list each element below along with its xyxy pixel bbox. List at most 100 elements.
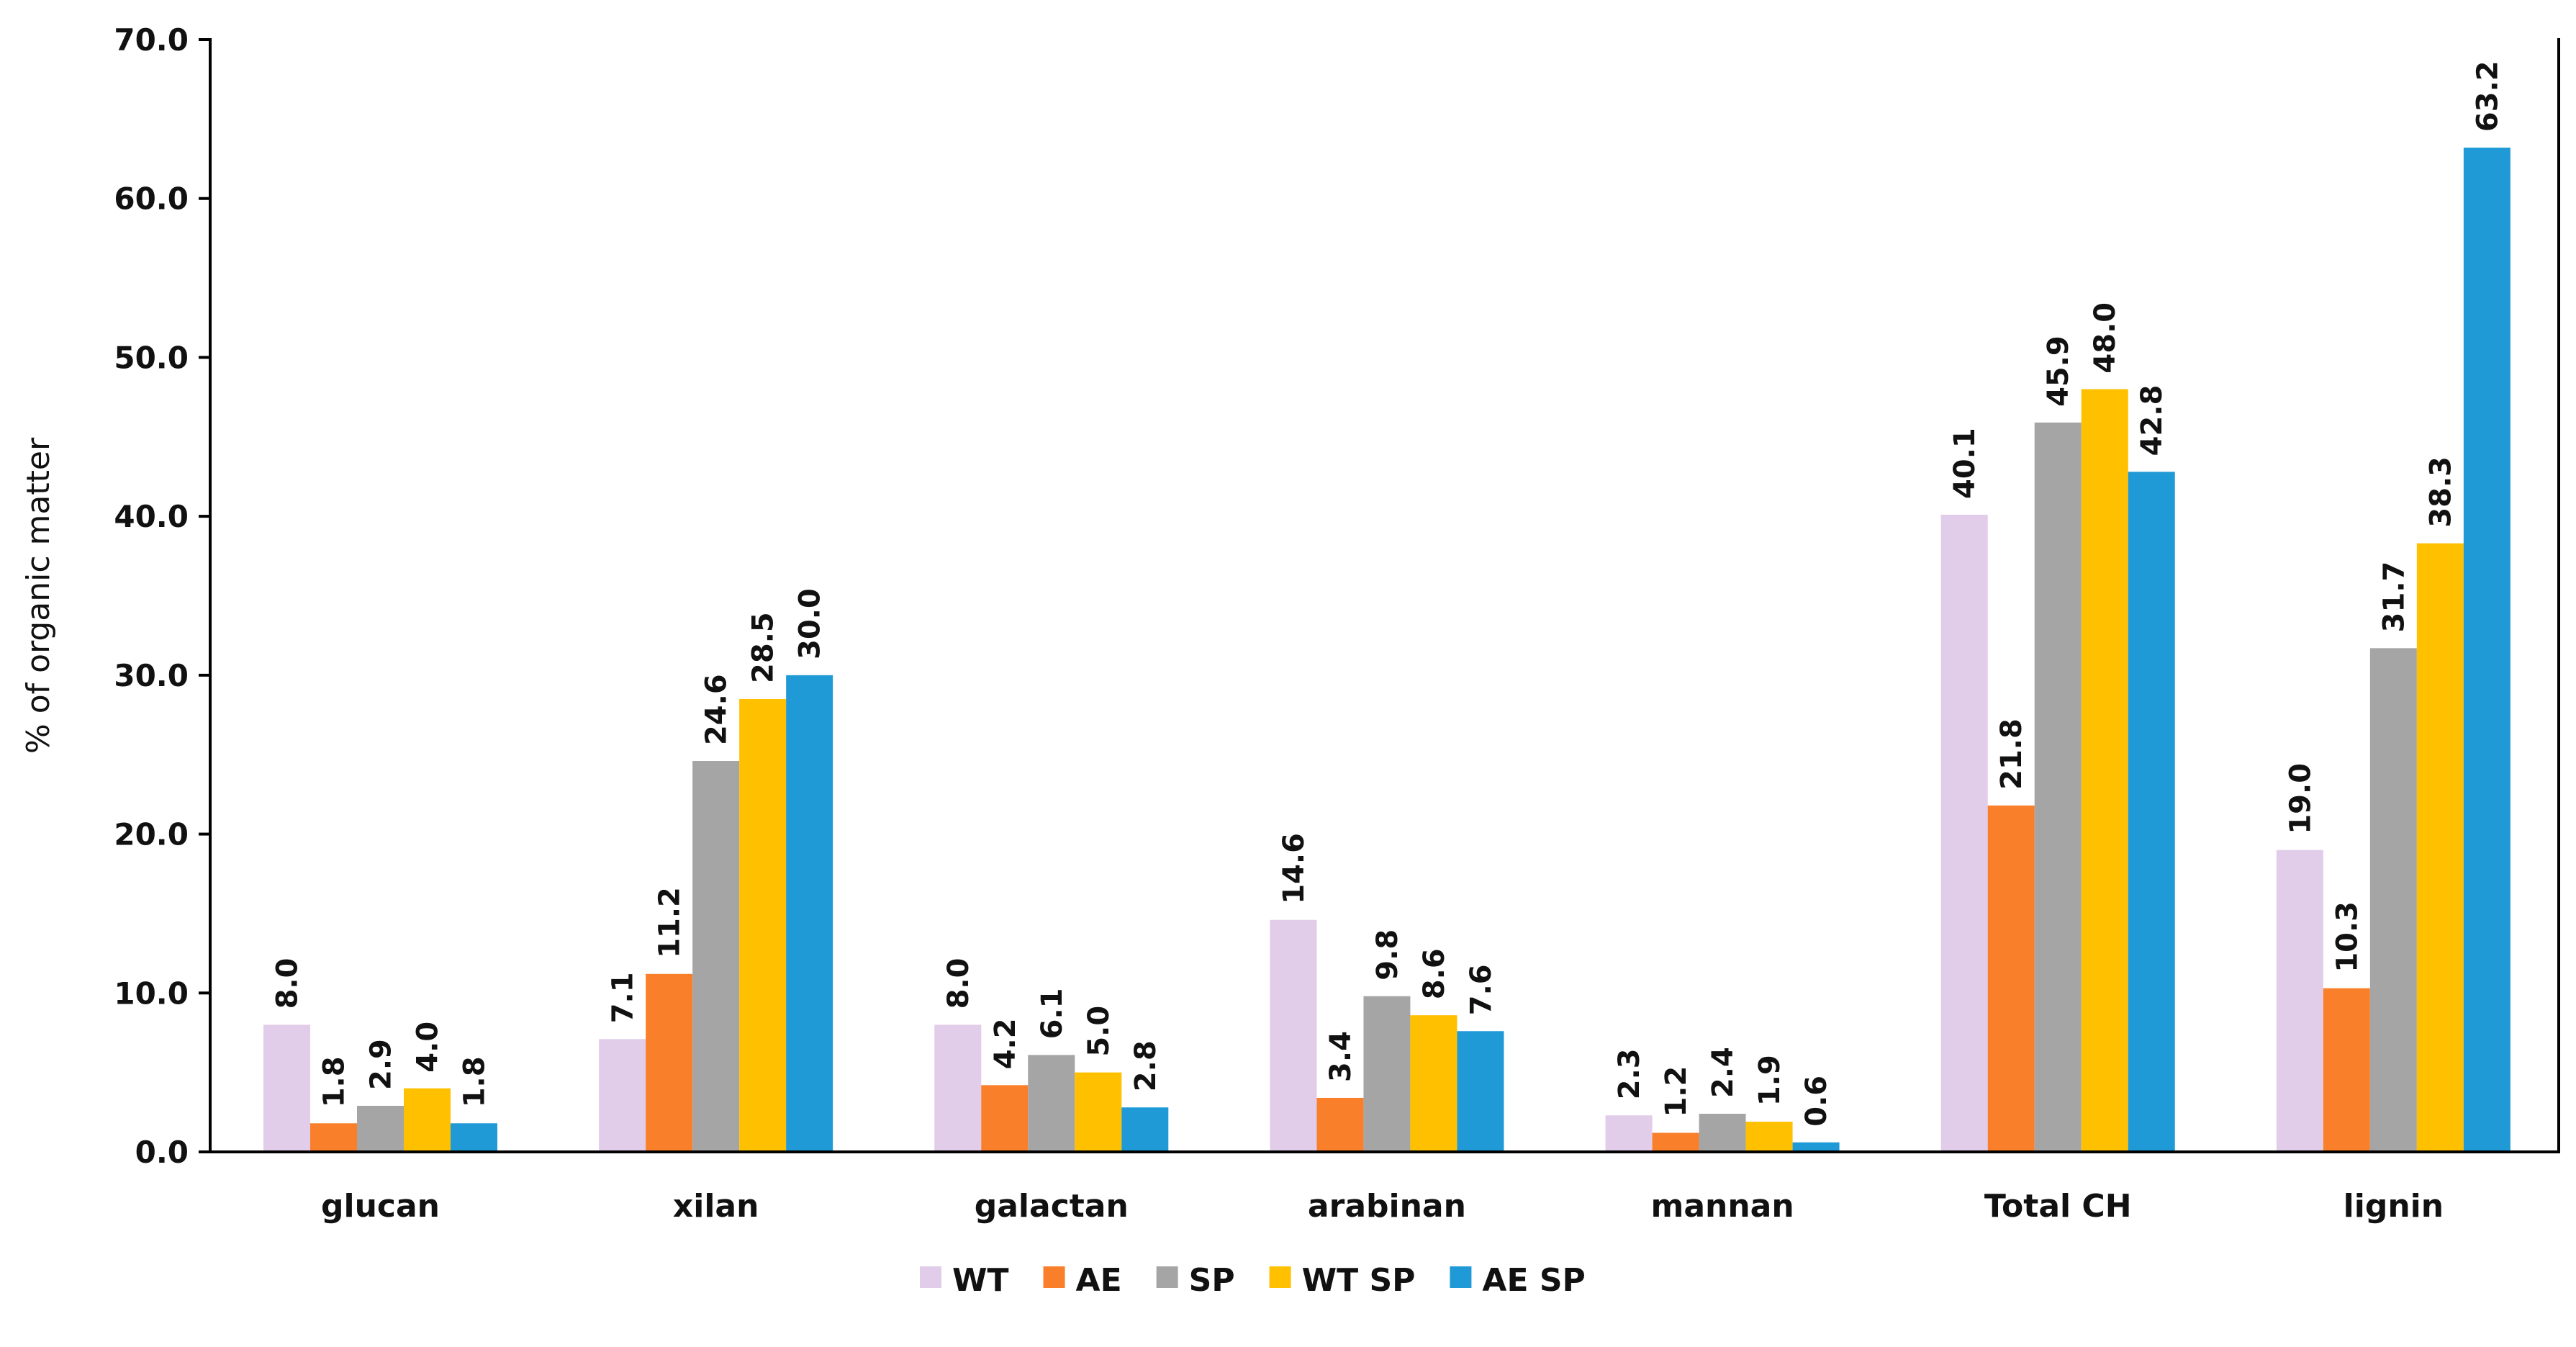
bar — [2081, 389, 2128, 1152]
data-label: 2.3 — [1613, 1048, 1646, 1099]
legend: WT AE SP WT SP AE SP — [920, 1262, 1586, 1299]
y-tick-label: 50.0 — [114, 340, 189, 375]
legend-swatch — [1156, 1266, 1178, 1288]
bar — [646, 973, 693, 1152]
data-label: 4.0 — [412, 1022, 445, 1073]
data-label: 7.1 — [607, 972, 640, 1023]
y-tick-label: 10.0 — [114, 976, 189, 1011]
legend-label: SP — [1189, 1262, 1235, 1299]
bar — [2463, 148, 2511, 1153]
bar — [981, 1085, 1029, 1152]
data-label: 31.7 — [2377, 562, 2410, 633]
x-category-label: Total CH — [1984, 1188, 2132, 1225]
bar — [1028, 1055, 1075, 1152]
data-label: 2.8 — [1129, 1040, 1162, 1091]
bar — [1745, 1122, 1793, 1152]
data-labels-layer: 8.0 1.8 2.9 4.0 1.8 7.1 11.2 24.6 28.5 30.0 8.0 4.2… — [271, 60, 2505, 1126]
data-label: 5.0 — [1083, 1006, 1116, 1057]
x-category-label: xilan — [673, 1188, 759, 1225]
data-label: 11.2 — [654, 887, 687, 958]
bar — [1410, 1015, 1458, 1152]
data-label: 8.6 — [1418, 948, 1451, 999]
data-label: 8.0 — [271, 958, 304, 1009]
y-tick-label: 0.0 — [135, 1135, 189, 1170]
legend-label: AE — [1076, 1262, 1122, 1299]
bar — [1699, 1114, 1746, 1152]
y-tick-label: 70.0 — [114, 22, 189, 58]
bar — [1121, 1107, 1169, 1152]
data-label: 10.3 — [2331, 901, 2364, 973]
data-label: 1.9 — [1753, 1055, 1786, 1106]
data-label: 48.0 — [2089, 302, 2122, 374]
y-tick-label: 40.0 — [114, 499, 189, 534]
bar — [1457, 1031, 1504, 1152]
bar — [357, 1105, 404, 1152]
x-category-label: lignin — [2344, 1188, 2444, 1225]
bar — [310, 1123, 357, 1152]
bar — [2276, 850, 2323, 1152]
legend-label: WT SP — [1302, 1262, 1416, 1299]
bar — [2416, 543, 2464, 1152]
data-label: 42.8 — [2136, 385, 2169, 456]
y-tick-label: 30.0 — [114, 658, 189, 693]
legend-swatch — [920, 1266, 941, 1288]
bar — [404, 1088, 451, 1152]
bar — [2128, 472, 2175, 1152]
data-label: 6.1 — [1036, 988, 1069, 1040]
bars-layer — [263, 148, 2511, 1153]
bar — [1363, 996, 1411, 1152]
bar — [263, 1024, 310, 1152]
data-label: 2.4 — [1707, 1047, 1740, 1098]
x-category-label: galactan — [975, 1188, 1129, 1225]
data-label: 1.8 — [318, 1056, 351, 1107]
bar — [599, 1039, 646, 1152]
x-category-label: mannan — [1650, 1188, 1794, 1225]
bar — [1075, 1072, 1122, 1152]
y-tick-label: 60.0 — [114, 181, 189, 217]
data-label: 45.9 — [2042, 335, 2075, 407]
y-axis-title: % of organic matter — [20, 437, 57, 754]
data-label: 9.8 — [1371, 929, 1404, 981]
data-label: 30.0 — [794, 588, 827, 659]
x-category-label: arabinan — [1308, 1188, 1466, 1225]
bar — [1316, 1097, 1364, 1152]
data-label: 28.5 — [747, 612, 780, 683]
bar — [1987, 805, 2035, 1152]
bar — [1940, 514, 1988, 1152]
bar — [692, 761, 740, 1152]
x-category-labels: glucan xilan galactan arabinan mannan Total C… — [321, 1188, 2444, 1225]
legend-swatch — [1043, 1266, 1065, 1288]
y-ticks-layer: 0.0 10.0 20.0 30.0 40.0 50.0 60.0 70.0 — [114, 22, 210, 1170]
data-label: 7.6 — [1465, 964, 1498, 1015]
x-category-label: glucan — [321, 1188, 440, 1225]
axes-layer — [209, 38, 2560, 1153]
bar — [786, 675, 833, 1152]
data-label: 2.9 — [365, 1039, 398, 1090]
data-label: 63.2 — [2471, 60, 2504, 132]
data-label: 21.8 — [1995, 718, 2028, 790]
bar — [1652, 1132, 1699, 1152]
data-label: 14.6 — [1278, 833, 1311, 904]
legend-swatch — [1269, 1266, 1291, 1288]
data-label: 3.4 — [1324, 1031, 1357, 1082]
data-label: 38.3 — [2424, 456, 2457, 528]
bar — [739, 698, 787, 1152]
data-label: 8.0 — [942, 958, 975, 1009]
legend-label: WT — [952, 1262, 1009, 1299]
bar — [1792, 1142, 1840, 1152]
y-tick-label: 20.0 — [114, 817, 189, 852]
legend-swatch — [1450, 1266, 1472, 1288]
data-label: 4.2 — [989, 1018, 1022, 1069]
data-label: 19.0 — [2284, 763, 2317, 834]
legend-label: AE SP — [1482, 1262, 1585, 1299]
data-label: 24.6 — [700, 674, 733, 745]
data-label: 1.2 — [1660, 1066, 1693, 1117]
bar — [934, 1024, 982, 1152]
data-label: 0.6 — [1800, 1076, 1833, 1127]
bar — [451, 1123, 497, 1152]
data-label: 1.8 — [458, 1056, 492, 1107]
bar — [1270, 919, 1317, 1152]
bar — [2323, 988, 2370, 1152]
